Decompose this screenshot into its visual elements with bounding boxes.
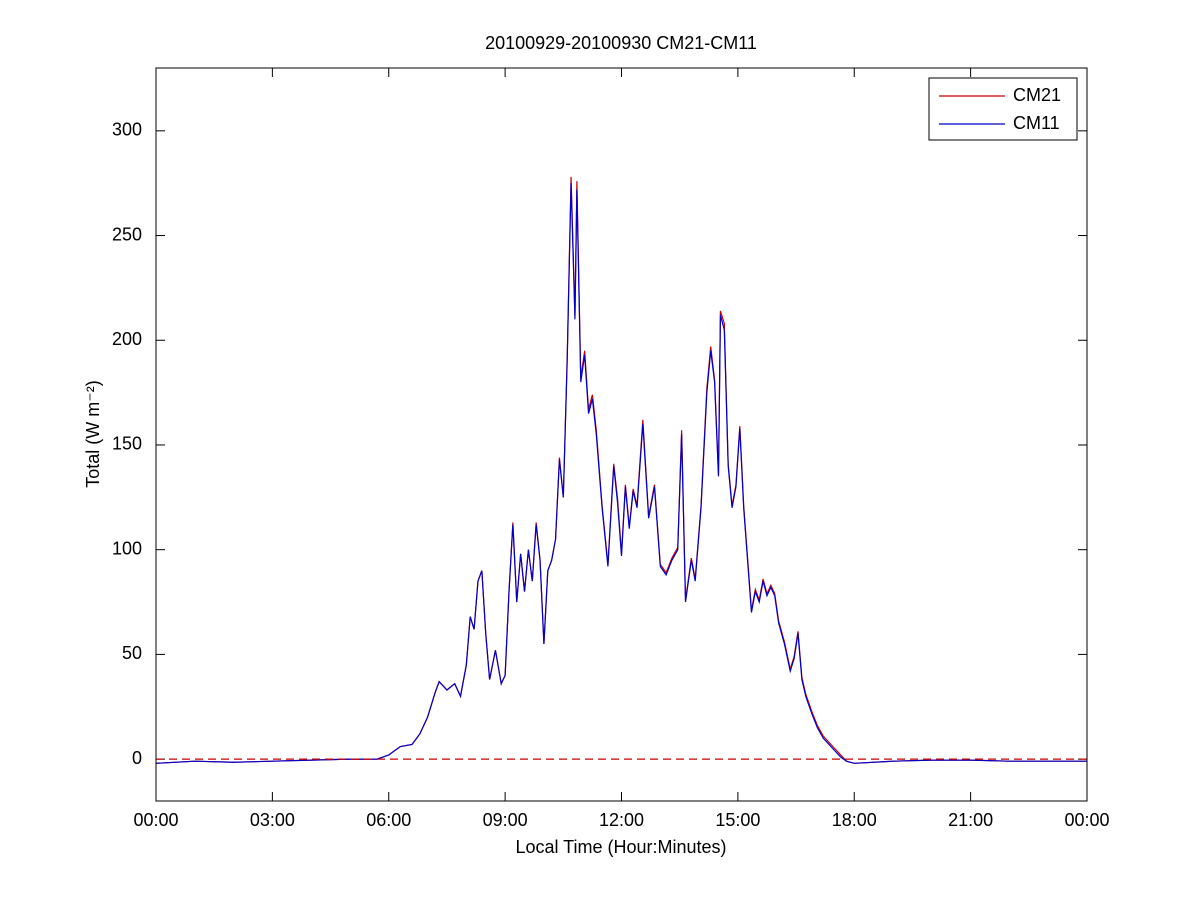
- x-tick-label: 15:00: [715, 810, 760, 830]
- legend-label: CM11: [1013, 113, 1060, 133]
- y-tick-label: 200: [112, 329, 142, 349]
- x-tick-label: 06:00: [366, 810, 411, 830]
- y-tick-label: 250: [112, 224, 142, 244]
- legend-label: CM21: [1013, 85, 1061, 105]
- x-tick-label: 00:00: [133, 810, 178, 830]
- y-tick-label: 100: [112, 538, 142, 558]
- x-tick-label: 18:00: [832, 810, 877, 830]
- plot-frame: [155, 67, 1088, 802]
- x-tick-label: 00:00: [1064, 810, 1109, 830]
- y-axis-label: Total (W m⁻²): [83, 380, 103, 488]
- y-tick-label: 0: [132, 748, 142, 768]
- x-tick-label: 12:00: [599, 810, 644, 830]
- series-line: [155, 183, 1087, 764]
- y-tick-label: 50: [122, 643, 142, 663]
- y-tick-label: 150: [112, 434, 142, 454]
- y-tick-label: 300: [112, 120, 142, 140]
- x-tick-label: 21:00: [948, 810, 993, 830]
- legend-box: [928, 77, 1078, 141]
- x-tick-label: 09:00: [483, 810, 528, 830]
- x-tick-label: 03:00: [250, 810, 295, 830]
- x-axis-label: Local Time (Hour:Minutes): [515, 837, 726, 857]
- chart-title: 20100929-20100930 CM21-CM11: [485, 33, 757, 53]
